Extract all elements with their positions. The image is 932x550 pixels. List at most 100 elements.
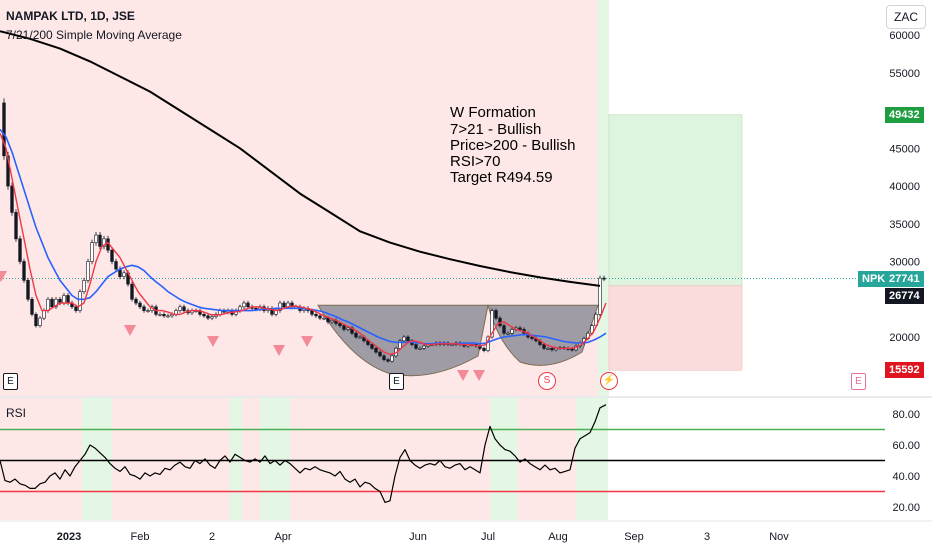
candle-body xyxy=(122,272,126,277)
annotation-line-2: 7>21 - Bullish xyxy=(450,121,542,138)
candle-body xyxy=(66,295,70,304)
candle-body xyxy=(518,327,522,330)
candle-body xyxy=(346,327,350,330)
candle-body xyxy=(502,325,506,334)
flash-marker[interactable]: ⚡ xyxy=(600,372,618,390)
candle-body xyxy=(166,315,170,318)
candle-body xyxy=(530,336,534,339)
candle-body xyxy=(210,316,214,319)
candle-body xyxy=(414,344,418,349)
rsi-zone-stripe-10 xyxy=(576,398,608,520)
candle-body xyxy=(450,344,454,346)
time-tick-label: 2 xyxy=(209,531,215,543)
candle-body xyxy=(86,261,90,281)
candle-body xyxy=(310,310,314,315)
candle-body xyxy=(378,351,382,357)
candle-body xyxy=(14,212,18,240)
candle-body xyxy=(38,317,42,326)
sma7-line xyxy=(0,132,607,356)
time-tick-label: Jul xyxy=(481,531,495,543)
candle-body xyxy=(82,280,86,292)
candle-body xyxy=(162,314,166,317)
candle-body xyxy=(242,302,246,308)
candle-body xyxy=(570,348,574,351)
earnings-marker-2[interactable]: E xyxy=(389,373,404,390)
time-tick-label: Nov xyxy=(769,531,789,543)
rsi-zone-stripe-3 xyxy=(112,398,230,520)
annotation-line-1: W Formation xyxy=(450,104,536,121)
rsi-tick-label: 80.00 xyxy=(892,409,920,421)
time-tick-label: Aug xyxy=(548,531,568,543)
candle-body xyxy=(206,315,210,319)
candle-body xyxy=(546,348,550,350)
time-tick-label: Sep xyxy=(624,531,644,543)
rsi-tick-label: 20.00 xyxy=(892,502,920,514)
stop-loss-box xyxy=(608,285,743,371)
candle-body xyxy=(134,298,138,304)
price-tick-label: 45000 xyxy=(889,143,920,155)
split-marker[interactable]: S xyxy=(538,372,556,390)
sma200-price-badge: 26774 xyxy=(885,288,924,304)
time-tick-label: 3 xyxy=(704,531,710,543)
rsi-tick-label: 60.00 xyxy=(892,440,920,452)
annotation-line-4: RSI>70 xyxy=(450,153,501,170)
price-tick-label: 20000 xyxy=(889,332,920,344)
candle-body xyxy=(382,355,386,360)
sell-signal-6 xyxy=(457,370,469,381)
candle-body xyxy=(506,332,510,335)
candle-body xyxy=(322,317,326,320)
price-tick-label: 60000 xyxy=(889,30,920,42)
candle-body xyxy=(370,344,374,349)
price-tick-label: 55000 xyxy=(889,68,920,80)
candle-body xyxy=(326,317,330,323)
candle-body xyxy=(374,348,378,353)
ticker-badge: NPK xyxy=(858,271,890,287)
price-tick-label: 30000 xyxy=(889,257,920,269)
candle-body xyxy=(398,340,402,349)
rsi-zone-stripe-6 xyxy=(260,398,290,520)
candle-body xyxy=(10,185,14,213)
candle-body xyxy=(138,302,142,308)
candle-body xyxy=(598,277,602,315)
rsi-zone-stripe-1 xyxy=(0,398,82,520)
candle-body xyxy=(386,359,390,362)
price-tick-label: 40000 xyxy=(889,181,920,193)
candle-body xyxy=(358,336,362,339)
sell-signal-5 xyxy=(301,336,313,347)
rsi-zone-stripe-7 xyxy=(290,398,490,520)
candle-body xyxy=(314,314,318,317)
indicator-legend: 7/21/200 Simple Moving Average xyxy=(6,28,182,42)
sell-signal-3 xyxy=(207,336,219,347)
candle-body xyxy=(130,283,134,300)
candle-body xyxy=(90,242,94,262)
sell-signal-1 xyxy=(0,271,7,282)
target-price-badge: 49432 xyxy=(885,107,924,123)
candle-body xyxy=(338,323,342,326)
currency-button[interactable]: ZAC xyxy=(886,5,926,29)
candle-body xyxy=(30,298,34,315)
candle-body xyxy=(390,355,394,362)
candle-body xyxy=(42,310,46,319)
candle-body xyxy=(550,348,554,351)
symbol-title: NAMPAK LTD, 1D, JSE xyxy=(6,9,135,23)
candle-body xyxy=(406,336,410,342)
candle-body xyxy=(18,238,22,262)
candle-body xyxy=(482,348,486,351)
sell-signal-7 xyxy=(473,370,485,381)
candle-body xyxy=(142,306,146,311)
candle-body xyxy=(102,238,106,247)
stop-price-badge: 15592 xyxy=(885,362,924,378)
candle-body xyxy=(62,295,66,304)
sell-signal-4 xyxy=(273,345,285,356)
candle-body xyxy=(74,306,78,311)
candle-body xyxy=(50,298,54,308)
earnings-marker-1[interactable]: E xyxy=(3,373,18,390)
annotation-line-3: Price>200 - Bullish xyxy=(450,137,576,154)
rsi-zone-stripe-2 xyxy=(82,398,112,520)
time-tick-label: Jun xyxy=(409,531,427,543)
earnings-marker-3[interactable]: E xyxy=(851,373,866,390)
candle-body xyxy=(34,314,38,326)
candle-body xyxy=(78,291,82,311)
